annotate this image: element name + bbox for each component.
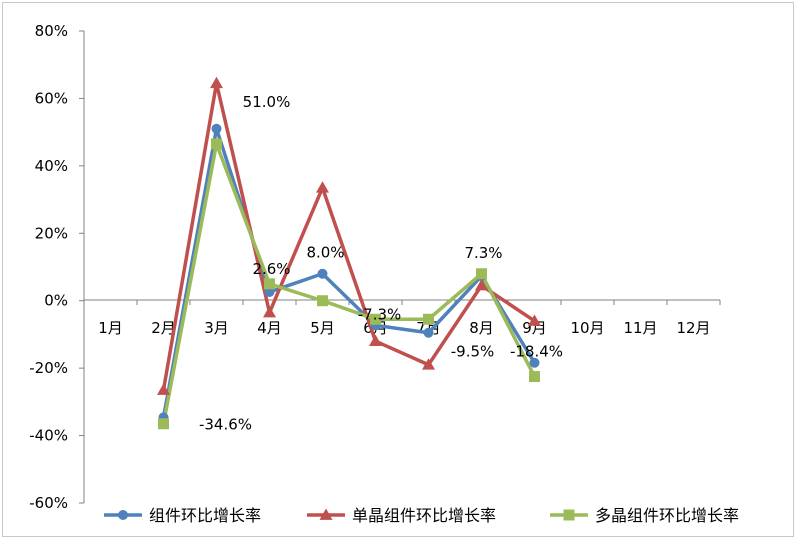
series-3-point	[317, 295, 328, 307]
data-label: 2.6%	[252, 260, 290, 278]
data-label: -9.5%	[451, 343, 495, 361]
category-label: 9月	[522, 319, 547, 337]
category-label: 11月	[623, 319, 657, 337]
series-line-3	[161, 142, 537, 425]
series-markers	[157, 76, 541, 430]
y-tick-label: 20%	[35, 224, 68, 242]
data-label: -34.6%	[199, 415, 252, 433]
series-3-point	[264, 278, 275, 290]
legend-swatch-marker	[563, 509, 575, 521]
category-label: 10月	[570, 319, 604, 337]
legend-label: 单晶组件环比增长率	[352, 506, 496, 525]
series-1-point	[529, 357, 540, 368]
series-2-point	[528, 314, 541, 326]
data-label: -7.3%	[358, 305, 402, 323]
y-tick-labels: 80% 60% 40% 20% 0% -20% -40% -60%	[29, 22, 68, 512]
series-lines	[161, 81, 537, 425]
series-line-1	[161, 127, 536, 418]
series-3-point	[423, 313, 434, 325]
legend-swatch-marker	[118, 510, 128, 520]
series-3-point	[476, 268, 487, 280]
legend: 组件环比增长率 单晶组件环比增长率 多晶组件环比增长率	[104, 506, 739, 525]
series-3-point	[370, 313, 381, 325]
y-tick-label: 0%	[44, 292, 68, 310]
series-3-point	[211, 138, 222, 150]
y-tick-label: -60%	[29, 494, 68, 512]
category-label: 4月	[257, 319, 282, 337]
series-2-point	[316, 181, 329, 193]
series-2-point	[422, 358, 435, 370]
data-label: -18.4%	[510, 343, 563, 361]
data-labels: -34.6% 51.0% 2.6% 8.0% -7.3% -9.5% 7.3% -18.4%	[199, 93, 563, 434]
series-3-point	[529, 371, 540, 383]
legend-swatch-marker	[319, 508, 333, 520]
category-label: 12月	[676, 319, 710, 337]
data-label: 8.0%	[306, 244, 344, 262]
y-tick-label: 60%	[35, 89, 68, 107]
category-label: 5月	[310, 319, 335, 337]
category-label: 1月	[98, 319, 123, 337]
series-1-point	[264, 286, 275, 297]
series-1-point	[317, 268, 328, 279]
data-label: 51.0%	[243, 93, 291, 111]
series-2-point	[369, 334, 382, 347]
y-tick-label: 80%	[35, 22, 68, 40]
series-3-point	[158, 418, 169, 430]
series-line-2	[161, 81, 536, 391]
category-label: 3月	[204, 319, 229, 337]
category-label: 2月	[151, 319, 176, 337]
series-1-point	[211, 123, 222, 134]
y-tick-label: -20%	[29, 359, 68, 377]
series-2-point	[263, 306, 276, 318]
category-label: 8月	[469, 319, 494, 337]
series-2-point	[157, 383, 170, 395]
y-tick-label: 40%	[35, 157, 68, 175]
series-1-point	[423, 327, 434, 338]
legend-label: 多晶组件环比增长率	[595, 506, 739, 525]
series-2-point	[475, 279, 488, 291]
legend-label: 组件环比增长率	[149, 506, 261, 525]
axes	[79, 30, 721, 504]
y-tick-label: -40%	[29, 427, 68, 445]
category-labels: 1月2月3月4月5月6月7月8月9月10月11月12月	[98, 319, 710, 337]
series-2-point	[210, 76, 223, 89]
data-label: 7.3%	[464, 244, 502, 262]
